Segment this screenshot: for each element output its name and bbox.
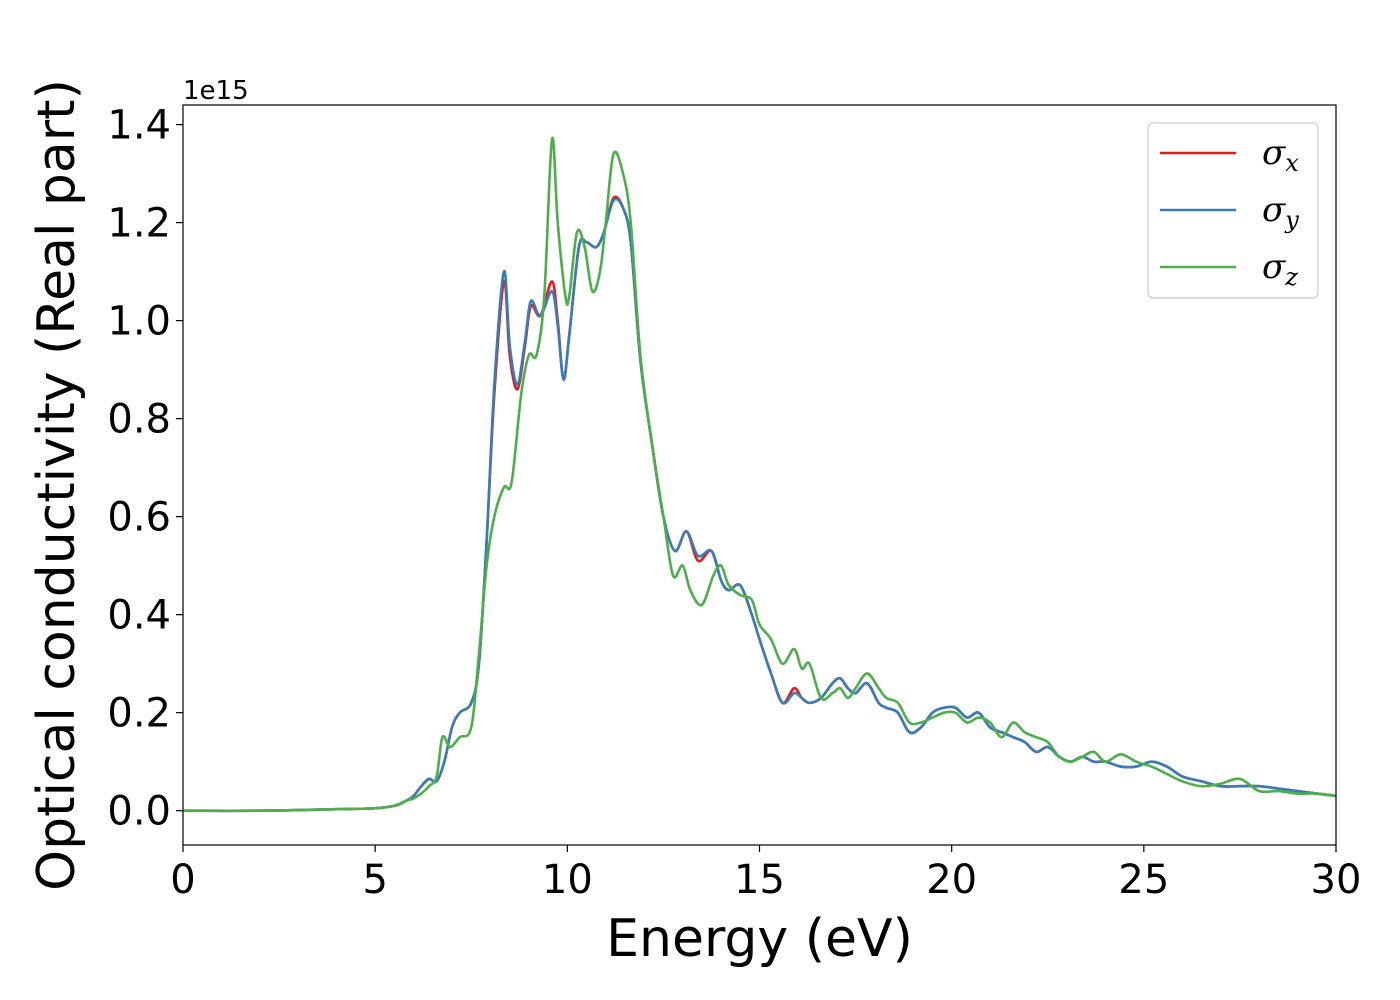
legend-items: σx σy σz xyxy=(1160,133,1299,291)
y-axis-title: Optical conductivity (Real part) xyxy=(27,79,87,891)
series-layer xyxy=(183,136,1336,813)
x-tick-label: 0 xyxy=(170,857,195,903)
y-tick-label: 0.8 xyxy=(107,397,171,443)
x-axis-title: Energy (eV) xyxy=(606,909,913,969)
legend-label-x: σx xyxy=(1262,133,1299,177)
x-tick-label: 20 xyxy=(926,857,977,903)
legend-label-y: σy xyxy=(1262,190,1299,234)
y-tick-label: 0.6 xyxy=(107,495,171,541)
x-tick-label: 30 xyxy=(1311,857,1362,903)
x-tick-label: 5 xyxy=(362,857,387,903)
x-tick-label: 10 xyxy=(542,857,593,903)
y-tick-label: 0.4 xyxy=(107,593,171,639)
y-tick-label: 0.0 xyxy=(107,789,171,835)
y-tick-label: 1.4 xyxy=(107,103,171,149)
y-tick-label: 1.0 xyxy=(107,299,171,345)
y-axis-offset-label: 1e15 xyxy=(183,76,249,106)
y-tick-label: 1.2 xyxy=(107,201,171,247)
series-line-z xyxy=(183,136,1336,813)
y-tick-label: 0.2 xyxy=(107,691,171,737)
legend-label-z: σz xyxy=(1262,247,1298,291)
y-axis-ticks: 0.0 0.2 0.4 0.6 0.8 1.0 1.2 1.4 xyxy=(107,103,183,835)
x-axis-ticks: 0 5 10 15 20 25 30 xyxy=(170,845,1361,903)
x-tick-label: 15 xyxy=(734,857,785,903)
x-tick-label: 25 xyxy=(1118,857,1169,903)
legend: σx σy σz xyxy=(1147,122,1319,299)
